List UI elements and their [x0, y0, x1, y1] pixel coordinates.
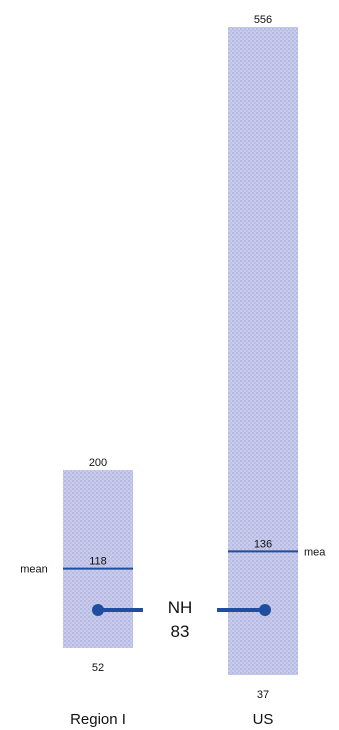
mean-word-region-i: mean	[20, 564, 48, 576]
bar-us	[228, 27, 298, 675]
marker-value-label: 83	[171, 622, 190, 641]
category-label-region-i: Region I	[70, 711, 126, 728]
mean-value-label-us: 136	[254, 538, 272, 550]
bar-region-i	[63, 470, 133, 648]
mean-word-us: mea	[304, 546, 326, 558]
min-label-region-i: 52	[92, 662, 104, 674]
marker-dot-region-i	[92, 604, 104, 616]
max-label-region-i: 200	[89, 457, 107, 469]
category-label-us: US	[253, 711, 274, 728]
mean-value-label-region-i: 118	[89, 556, 107, 568]
min-label-us: 37	[257, 689, 269, 701]
max-label-us: 556	[254, 14, 272, 26]
marker-state-label: NH	[168, 598, 193, 617]
marker-dot-us	[259, 604, 271, 616]
